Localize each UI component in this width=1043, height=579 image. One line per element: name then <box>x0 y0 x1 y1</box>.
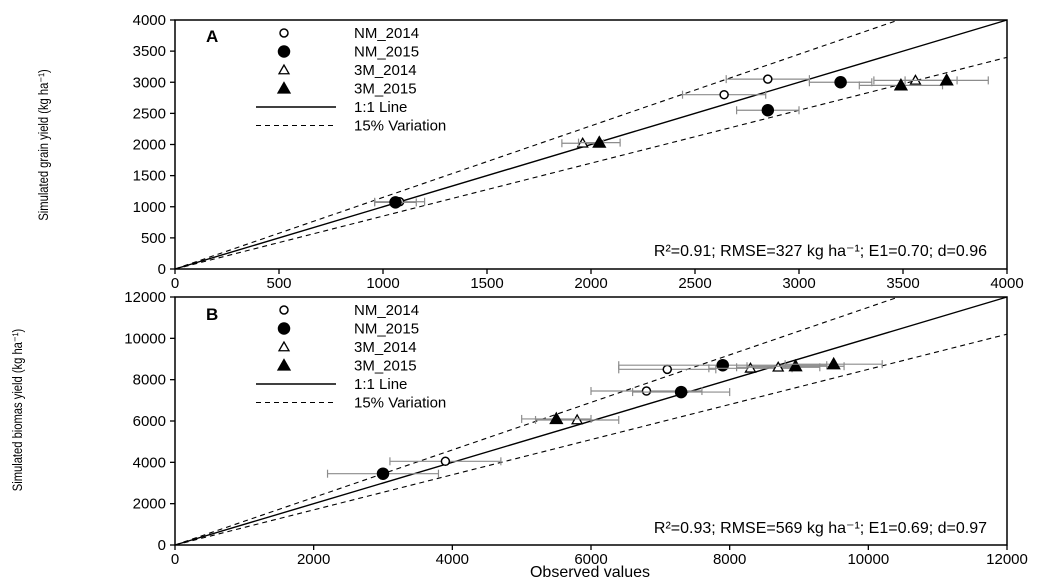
panel-a-ytick-label: 1500 <box>133 168 166 185</box>
panel-a-point-3m-2014 <box>909 74 922 85</box>
panel-a-ytick-label: 3000 <box>133 74 166 91</box>
panel-b-legend-label: 3M_2014 <box>354 339 417 356</box>
panel-a-xtick-label: 2500 <box>678 275 711 292</box>
panel-b-xtick-label: 8000 <box>713 551 746 568</box>
panel-a-label: A <box>206 27 218 46</box>
panel-b-point-3m-2015 <box>788 358 803 372</box>
panel-b-point-nm-2015 <box>674 385 688 399</box>
panel-a-xtick-label: 4000 <box>990 275 1023 292</box>
panel-a-legend-marker <box>279 28 289 38</box>
panel-b-point-3m-2015 <box>826 356 841 370</box>
panel-b-label: B <box>206 305 218 324</box>
panel-b-legend-marker <box>279 305 289 315</box>
panel-b-ytick-label: 6000 <box>133 413 166 430</box>
panel-b-xtick-label: 2000 <box>297 551 330 568</box>
panel-a-legend-marker <box>277 63 291 75</box>
panel-a-point-3m-2015 <box>939 73 954 86</box>
panel-b-point-3m-2015 <box>549 411 564 425</box>
panel-b-legend-marker <box>277 340 291 352</box>
panel-a-ytick-label: 500 <box>141 230 166 247</box>
panel-a-ytick-label: 2500 <box>133 105 166 122</box>
panel-b-point-nm-2015 <box>716 358 729 372</box>
panel-a-point-3m-2015 <box>592 135 607 148</box>
panel-b-ytick-label: 4000 <box>133 454 166 471</box>
panel-a-xtick-label: 500 <box>266 275 291 292</box>
panel-b-ytick-label: 8000 <box>133 372 166 389</box>
panel-a-point-nm-2014 <box>763 74 773 84</box>
panel-b-legend-label: 1:1 Line <box>354 376 407 393</box>
panel-b-ref-line-variation-1 <box>174 296 899 546</box>
panel-b-ytick-label: 10000 <box>124 330 166 347</box>
panel-a-ylabel: Simulated grain yield (kg ha⁻¹) <box>36 69 51 220</box>
panel-a-xtick-label: 3500 <box>886 275 919 292</box>
panel-a-frame <box>174 19 1008 270</box>
panel-a: Simulated grain yield (kg ha⁻¹) 0 500 1000… <box>36 12 1024 292</box>
panel-a-xtick-label: 3000 <box>782 275 815 292</box>
panel-b: Simulated biomas yield (kg ha⁻¹) 0 2000 40… <box>10 289 1028 579</box>
panel-b-ylabel: Simulated biomas yield (kg ha⁻¹) <box>10 329 25 492</box>
panel-b-point-nm-2014 <box>440 456 451 467</box>
panel-a-legend-label: 3M_2014 <box>354 62 417 79</box>
panel-a-legend-marker <box>277 45 291 58</box>
panel-a-legend-label: 1:1 Line <box>354 99 407 116</box>
panel-a-point-nm-2015 <box>834 76 847 89</box>
panel-b-legend-label: NM_2015 <box>354 321 419 338</box>
panel-a-ytick-label: 1000 <box>133 199 166 216</box>
panel-b-ytick-label: 2000 <box>133 496 166 513</box>
panel-b-xtick-label: 10000 <box>847 551 889 568</box>
panel-b-frame <box>174 296 1008 546</box>
panel-a-stats: R²=0.91; RMSE=327 kg ha⁻¹; E1=0.70; d=0.… <box>654 243 987 260</box>
panel-b-legend-label: 3M_2015 <box>354 358 417 375</box>
panel-b-legend-label: NM_2014 <box>354 302 419 319</box>
panel-b-xtick-label: 6000 <box>574 551 607 568</box>
panel-b-ref-line-variation-2 <box>174 333 1008 546</box>
panel-a-xtick-label: 0 <box>171 275 179 292</box>
panel-b-xtick-label: 0 <box>171 551 179 568</box>
panel-b-point-nm-2014 <box>641 386 652 396</box>
panel-a-xtick-label: 2000 <box>574 275 607 292</box>
panel-a-point-nm-2014 <box>719 89 729 100</box>
panel-b-point-nm-2014 <box>662 364 673 375</box>
x-axis-label: Observed values <box>530 564 650 579</box>
panel-a-ref-line-one-to-one <box>174 19 1008 270</box>
panel-a-xtick-label: 1500 <box>470 275 503 292</box>
panel-a-legend-label: 3M_2015 <box>354 81 417 98</box>
panel-a-ref-line-variation-1 <box>174 19 899 270</box>
panel-b-legend-marker <box>276 358 292 371</box>
panel-a-point-3m-2015 <box>893 78 909 91</box>
panel-b-legend-label: 15% Variation <box>354 395 446 412</box>
panel-b-legend-marker <box>277 322 291 335</box>
panel-a-xtick-label: 1000 <box>366 275 399 292</box>
panel-b-ytick-label: 0 <box>158 537 166 554</box>
panel-a-ytick-label: 0 <box>158 261 166 278</box>
panel-a-legend-marker <box>276 81 292 94</box>
panel-a-ytick-label: 4000 <box>133 12 166 29</box>
panel-a-legend-label: NM_2015 <box>354 44 419 61</box>
panel-b-xtick-label: 4000 <box>436 551 469 568</box>
panel-a-ytick-label: 3500 <box>133 43 166 60</box>
panel-b-ytick-label: 12000 <box>124 289 166 306</box>
panel-b-xtick-label: 12000 <box>986 551 1028 568</box>
panel-a-ref-line-variation-2 <box>174 56 1008 270</box>
panel-a-legend-label: 15% Variation <box>354 118 446 135</box>
panel-b-stats: R²=0.93; RMSE=569 kg ha⁻¹; E1=0.69; d=0.… <box>654 520 987 537</box>
panel-a-point-nm-2015 <box>761 104 775 117</box>
panel-a-point-nm-2015 <box>389 196 402 209</box>
panel-a-ytick-label: 2000 <box>133 137 166 154</box>
panel-a-legend-label: NM_2014 <box>354 25 419 42</box>
panel-b-point-nm-2015 <box>376 467 390 480</box>
